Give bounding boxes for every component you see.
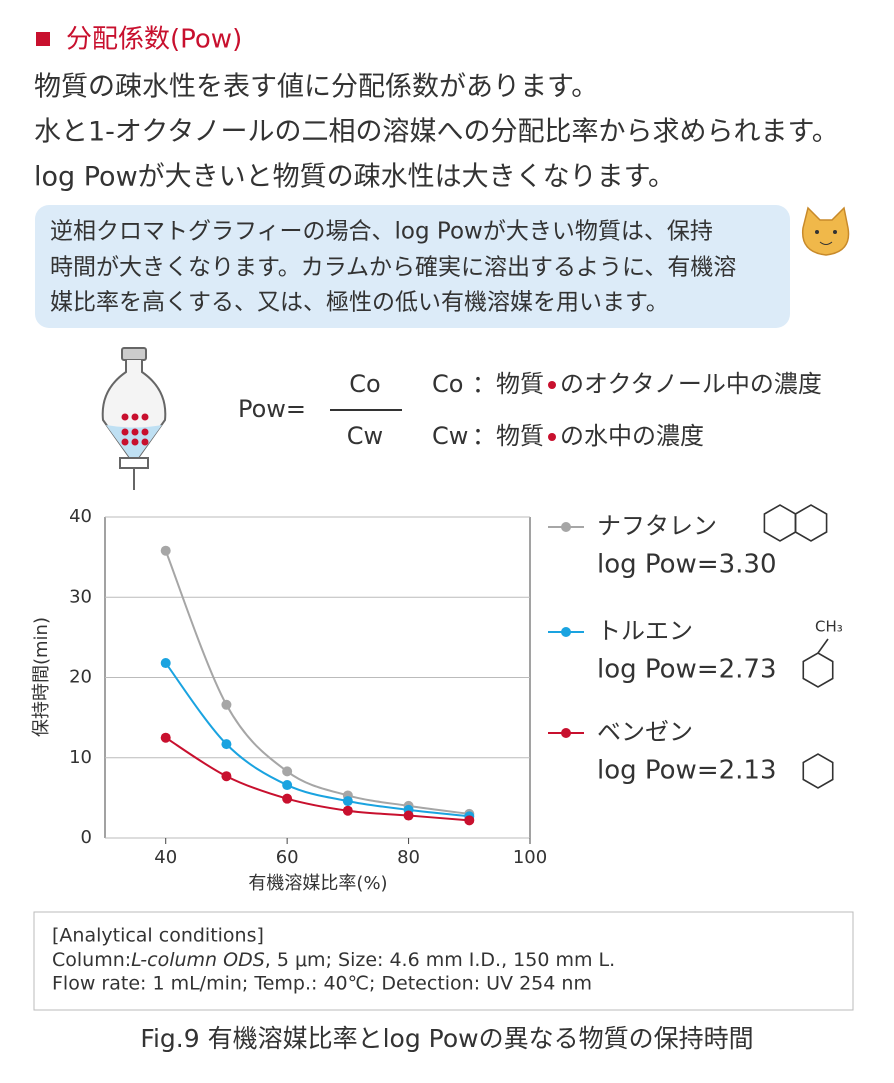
structure-icon: CH₃: [802, 618, 843, 688]
intro-line: 水と1-オクタノールの二相の溶媒への分配比率から求められます。: [34, 117, 839, 148]
x-tick-label: 60: [276, 847, 299, 868]
y-tick-label: 10: [69, 747, 92, 768]
column-rest: , 5 μm; Size: 4.6 mm I.D., 150 mm L.: [265, 949, 615, 971]
x-axis-title: 有機溶媒比率(%): [248, 873, 387, 894]
conditions-column: Column:L-column ODS, 5 μm; Size: 4.6 mm …: [52, 949, 615, 971]
ring: [802, 652, 834, 688]
data-point: [282, 793, 293, 804]
cat-icon: [801, 206, 850, 256]
legend-log-pow: log Pow=3.30: [597, 550, 777, 580]
intro-line: log Powが大きいと物質の疎水性は大きくなります。: [34, 162, 675, 193]
structure-icon: [763, 504, 828, 542]
data-point: [160, 732, 171, 743]
definition-label: ：物質: [472, 370, 544, 398]
definition-text: のオクタノール中の濃度: [560, 370, 822, 398]
note-box: [35, 205, 790, 328]
formula-denominator: Cw: [347, 422, 383, 450]
red-dot: [548, 381, 556, 389]
data-point: [282, 766, 293, 777]
y-tick-label: 30: [69, 586, 92, 607]
data-point: [160, 545, 171, 556]
substituent: CH₃: [815, 618, 843, 636]
red-dot: [548, 433, 556, 441]
ring: [794, 504, 828, 542]
structure-icon: [802, 753, 834, 789]
caption: Fig.9 有機溶媒比率とlog Powの異なる物質の保持時間: [140, 1024, 753, 1053]
bond: [817, 638, 829, 654]
data-point: [160, 658, 171, 669]
conditions-box: [33, 911, 854, 1011]
column-label: Column:: [52, 949, 131, 971]
legend-marker: [561, 627, 571, 637]
ring: [763, 504, 797, 542]
definition-symbol: Cw: [432, 422, 468, 450]
x-tick-label: 80: [397, 847, 420, 868]
definition-label: ：物質: [472, 422, 544, 450]
intro-line: 物質の疎水性を表す値に分配係数があります。: [34, 72, 598, 103]
y-tick-label: 40: [69, 506, 92, 527]
series-line: [164, 550, 470, 815]
legend-name: トルエン: [597, 617, 693, 645]
data-point: [282, 780, 293, 791]
legend-name: ベンゼン: [597, 718, 693, 746]
legend-marker: [561, 522, 571, 532]
x-tick-label: 100: [513, 847, 547, 868]
data-point: [221, 739, 232, 750]
formula-numerator: Co: [349, 370, 380, 398]
definition-symbol: Co: [432, 370, 463, 398]
y-axis-title: 保持時間(min): [31, 617, 52, 737]
data-point: [342, 796, 353, 807]
series-line: [164, 662, 470, 818]
ring: [802, 753, 834, 789]
data-point: [221, 699, 232, 710]
conditions-flow: Flow rate: 1 mL/min; Temp.: 40℃; Detecti…: [52, 973, 592, 995]
legend-log-pow: log Pow=2.13: [597, 756, 777, 786]
conditions-heading: [Analytical conditions]: [52, 925, 264, 947]
definition-text: の水中の濃度: [560, 422, 704, 450]
y-tick-label: 20: [69, 667, 92, 688]
note-line: 逆相クロマトグラフィーの場合、log Powが大きい物質は、保持: [50, 219, 713, 245]
data-point: [403, 810, 414, 821]
data-point: [221, 771, 232, 782]
column-name: L-column ODS: [131, 949, 265, 971]
data-point: [464, 815, 475, 826]
legend-name: ナフタレン: [597, 512, 717, 540]
data-point: [342, 805, 353, 816]
note-line: 媒比率を高くする、又は、極性の低い有機溶媒を用います。: [50, 290, 669, 316]
flask-dots: [121, 413, 149, 446]
note-line: 時間が大きくなります。カラムから確実に溶出するように、有機溶: [50, 255, 736, 281]
title: 分配係数(Pow): [66, 25, 242, 55]
formula-lhs: Pow=: [238, 395, 306, 423]
x-tick-label: 40: [154, 847, 177, 868]
y-tick-label: 0: [81, 827, 92, 848]
legend-marker: [561, 728, 571, 738]
flask-icon: [101, 347, 167, 490]
title-marker: [36, 32, 50, 46]
legend-log-pow: log Pow=2.73: [597, 655, 777, 685]
